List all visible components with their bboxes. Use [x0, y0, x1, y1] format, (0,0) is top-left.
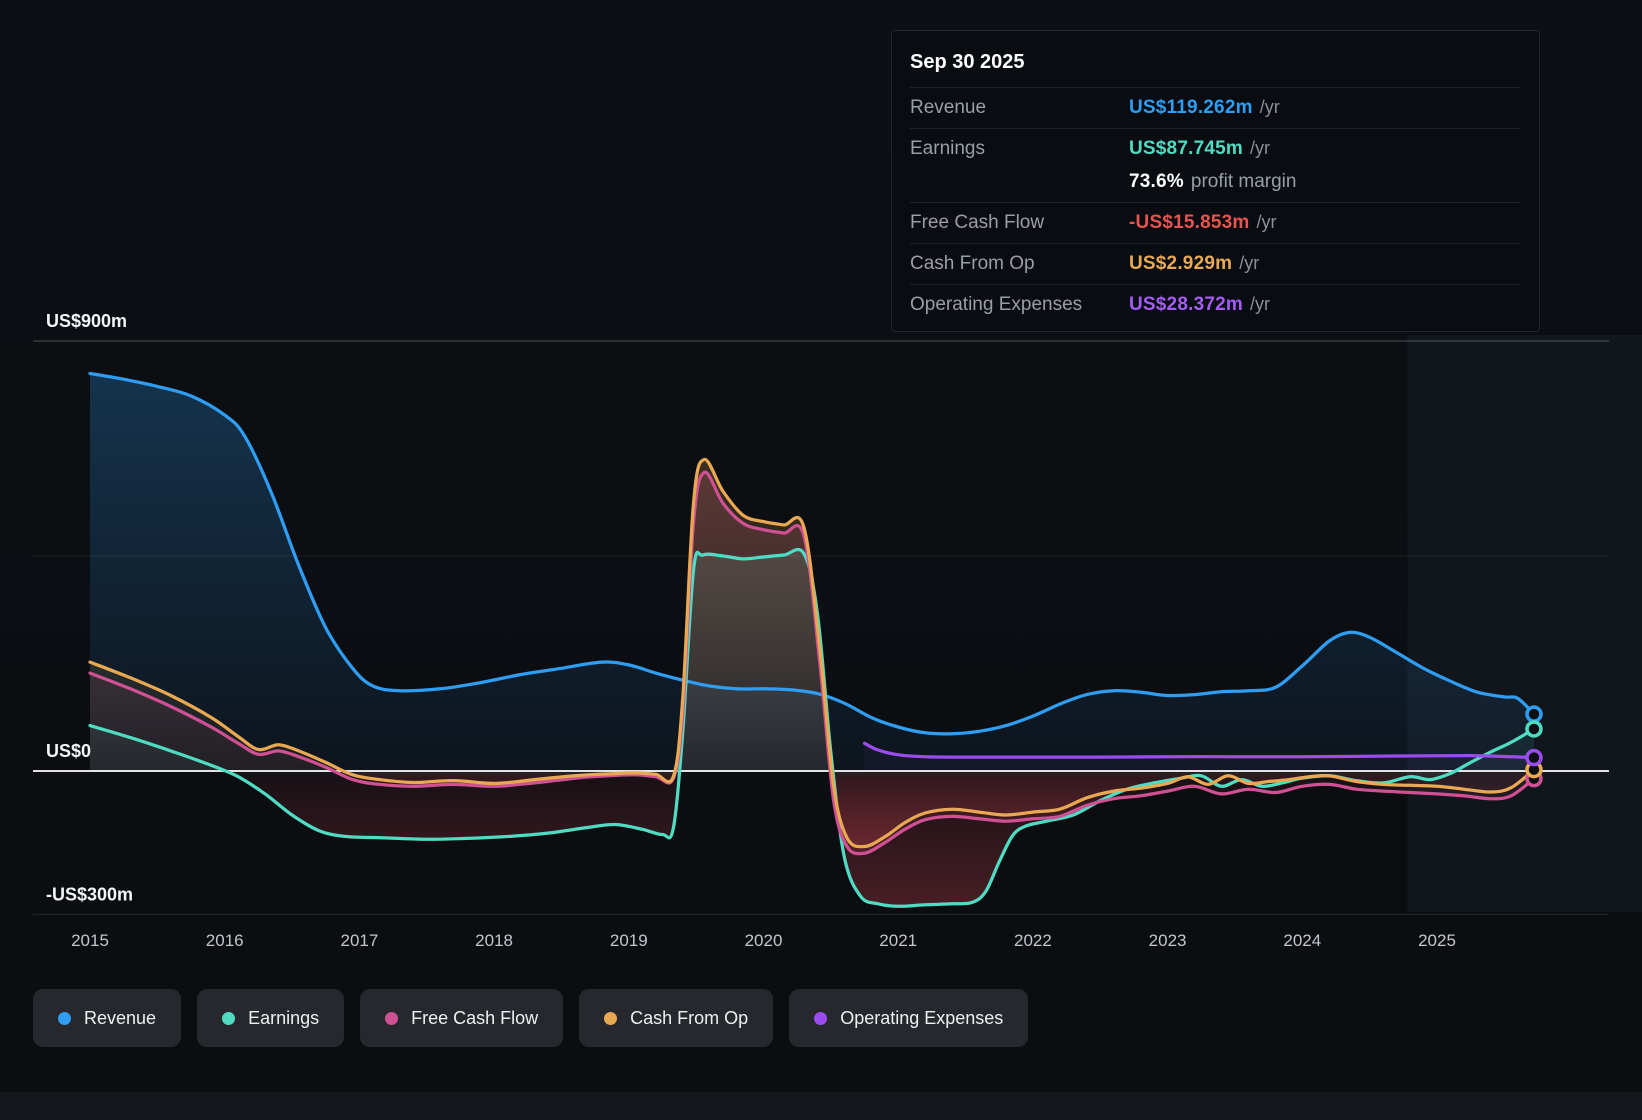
tooltip-row-cash-from-op: Cash From Op US$2.929m /yr [910, 244, 1521, 285]
tooltip-row-revenue: Revenue US$119.262m /yr [910, 88, 1521, 129]
tooltip-suffix: /yr [1259, 97, 1280, 117]
legend-item-revenue[interactable]: Revenue [33, 989, 182, 1047]
revenue-line [88, 371, 1536, 736]
x-axis-label-2016: 2016 [206, 931, 244, 950]
legend-item-free-cash-flow[interactable]: Free Cash Flow [360, 989, 564, 1047]
legend-label: Free Cash Flow [411, 1007, 539, 1028]
legend-label: Operating Expenses [840, 1007, 1004, 1028]
tooltip-value: -US$15.853m [1129, 212, 1250, 233]
y-axis-label--300: -US$300m [46, 884, 133, 904]
tooltip-suffix: /yr [1256, 212, 1277, 232]
legend-item-operating-expenses[interactable]: Operating Expenses [789, 989, 1029, 1047]
footer-strip [0, 1092, 1642, 1120]
earnings-dot-icon [222, 1011, 236, 1025]
legend-label: Earnings [248, 1007, 320, 1028]
legend-item-earnings[interactable]: Earnings [197, 989, 345, 1047]
cash-from-op-dot-icon [604, 1011, 618, 1025]
tooltip-value: US$28.372m [1129, 294, 1243, 315]
operating-expenses-dot-icon [814, 1011, 828, 1025]
highlight-band [1407, 335, 1642, 912]
revenue-dot-icon [58, 1011, 71, 1025]
y-axis-label-900: US$900m [46, 311, 127, 331]
tooltip-label: Cash From Op [910, 253, 1035, 274]
cash-from-op-area [90, 459, 1534, 847]
legend-label: Revenue [84, 1007, 157, 1028]
legend-item-cash-from-op[interactable]: Cash From Op [579, 989, 774, 1047]
x-axis-label-2022: 2022 [1014, 931, 1052, 950]
y-axis-label-0: US$0 [46, 741, 91, 761]
tooltip-row-operating-expenses: Operating Expenses US$28.372m /yr [910, 285, 1521, 325]
x-axis-label-2018: 2018 [475, 931, 513, 950]
x-axis-label-2017: 2017 [340, 931, 378, 950]
tooltip-row-free-cash-flow: Free Cash Flow -US$15.853m /yr [910, 203, 1521, 244]
profit-margin-text: profit margin [1190, 171, 1297, 192]
tooltip-label: Revenue [910, 97, 987, 118]
chart-tooltip: Sep 30 2025 Revenue US$119.262m /yr Earn… [891, 30, 1540, 332]
operating-expenses-end-dot [1525, 748, 1543, 767]
tooltip-value: US$119.262m [1129, 97, 1253, 118]
tooltip-label: Earnings [910, 138, 985, 159]
x-axis-label-2015: 2015 [71, 931, 109, 950]
x-axis-label-2025: 2025 [1418, 931, 1456, 950]
tooltip-value: US$87.745m [1129, 138, 1243, 159]
tooltip-suffix: /yr [1249, 294, 1270, 314]
tooltip-value: US$2.929m [1129, 253, 1233, 274]
cash-from-op-line [88, 457, 1536, 849]
earnings-end-dot [1525, 720, 1543, 738]
x-axis-label-2024: 2024 [1283, 931, 1321, 950]
x-axis-label-2019: 2019 [610, 931, 648, 950]
tooltip-suffix: /yr [1239, 253, 1260, 273]
tooltip-row-earnings: Earnings US$87.745m /yr [910, 129, 1521, 169]
legend-label: Cash From Op [630, 1007, 749, 1028]
tooltip-date: Sep 30 2025 [910, 41, 1521, 88]
free-cash-flow-dot-icon [385, 1011, 399, 1025]
tooltip-suffix: /yr [1249, 138, 1270, 158]
x-axis-label-2023: 2023 [1149, 931, 1187, 950]
x-axis-label-2021: 2021 [879, 931, 917, 950]
x-axis-label-2020: 2020 [745, 931, 783, 950]
tooltip-label: Free Cash Flow [910, 212, 1045, 233]
revenue-area [90, 373, 1534, 771]
chart-legend: Revenue Earnings Free Cash Flow Cash Fro… [33, 989, 1029, 1047]
tooltip-label: Operating Expenses [910, 294, 1083, 315]
operating-expenses-line [862, 741, 1536, 760]
tooltip-row-profit-margin: 73.6% profit margin [910, 169, 1521, 203]
revenue-end-dot [1525, 705, 1543, 723]
profit-margin-value: 73.6% [1129, 171, 1184, 192]
